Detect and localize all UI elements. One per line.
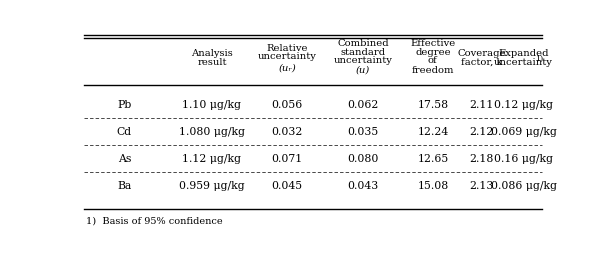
Text: factor, k: factor, k (461, 58, 502, 67)
Text: 0.069 μg/kg: 0.069 μg/kg (491, 127, 557, 137)
Text: (u): (u) (356, 65, 370, 74)
Text: Relative: Relative (266, 44, 308, 53)
Text: Cd: Cd (117, 127, 132, 137)
Text: 0.035: 0.035 (348, 127, 379, 137)
Text: Combined: Combined (337, 39, 389, 48)
Text: Expanded: Expanded (499, 49, 549, 58)
Text: 17.58: 17.58 (417, 100, 448, 110)
Text: 0.086 μg/kg: 0.086 μg/kg (491, 181, 557, 191)
Text: 0.045: 0.045 (272, 181, 302, 191)
Text: of: of (428, 56, 437, 65)
Text: 0.056: 0.056 (271, 100, 303, 110)
Text: 2.18: 2.18 (469, 154, 494, 164)
Text: 0.043: 0.043 (348, 181, 379, 191)
Text: Coverage: Coverage (458, 49, 506, 58)
Text: 12.24: 12.24 (417, 127, 448, 137)
Text: result: result (197, 58, 227, 67)
Text: 1): 1) (535, 54, 543, 63)
Text: Effective: Effective (410, 39, 455, 48)
Text: 0.080: 0.080 (348, 154, 379, 164)
Text: 2.11: 2.11 (469, 100, 494, 110)
Text: (uᵣ): (uᵣ) (278, 63, 296, 72)
Text: 0.062: 0.062 (348, 100, 379, 110)
Text: 1.080 μg/kg: 1.080 μg/kg (179, 127, 245, 137)
Text: freedom: freedom (412, 65, 454, 74)
Text: Pb: Pb (117, 100, 131, 110)
Text: 0.12 μg/kg: 0.12 μg/kg (494, 100, 553, 110)
Text: Ba: Ba (117, 181, 131, 191)
Text: uncertainty: uncertainty (334, 56, 392, 65)
Text: 1)  Basis of 95% confidence: 1) Basis of 95% confidence (86, 216, 222, 225)
Text: As: As (118, 154, 131, 164)
Text: Analysis: Analysis (191, 49, 233, 58)
Text: 0.959 μg/kg: 0.959 μg/kg (179, 181, 245, 191)
Text: standard: standard (340, 48, 386, 57)
Text: 12.65: 12.65 (417, 154, 448, 164)
Text: 15.08: 15.08 (417, 181, 448, 191)
Text: uncertainty: uncertainty (258, 53, 316, 62)
Text: 1.12 μg/kg: 1.12 μg/kg (183, 154, 241, 164)
Text: 0.16 μg/kg: 0.16 μg/kg (494, 154, 553, 164)
Text: uncertainty: uncertainty (494, 58, 553, 67)
Text: 0.071: 0.071 (271, 154, 303, 164)
Text: 2.12: 2.12 (469, 127, 494, 137)
Text: degree: degree (415, 48, 451, 57)
Text: 1.10 μg/kg: 1.10 μg/kg (183, 100, 241, 110)
Text: 0.032: 0.032 (271, 127, 303, 137)
Text: 2.13: 2.13 (469, 181, 494, 191)
